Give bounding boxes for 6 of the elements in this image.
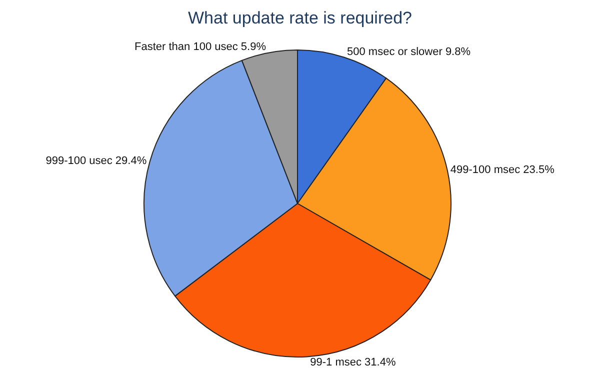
slice-label: 499-100 msec 23.5% bbox=[450, 164, 555, 176]
slice-label: Faster than 100 usec 5.9% bbox=[134, 40, 266, 53]
slice-label: 99-1 msec 31.4% bbox=[310, 356, 396, 369]
slice-label: 500 msec or slower 9.8% bbox=[347, 46, 471, 58]
slice-label: 999-100 usec 29.4% bbox=[46, 155, 147, 168]
chart-title: What update rate is required? bbox=[188, 8, 412, 28]
